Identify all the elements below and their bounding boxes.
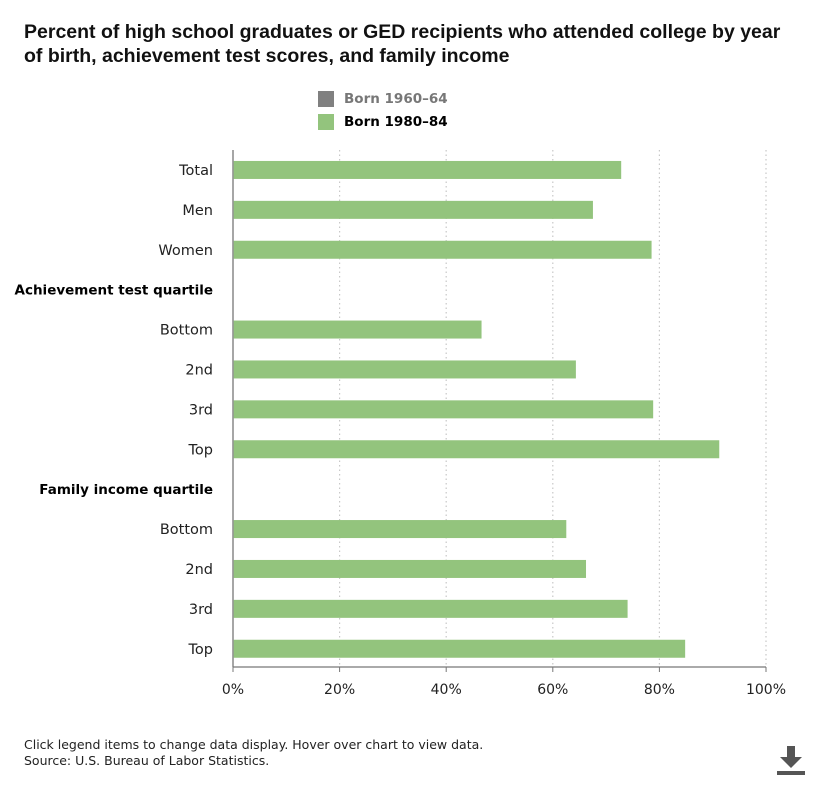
category-label: Top — [188, 442, 213, 458]
bar[interactable]: Men: 67.4% — [233, 200, 593, 219]
category-label: Total — [178, 163, 213, 179]
legend-label-born-1980-84: Born 1980–84 — [344, 113, 448, 130]
download-icon[interactable] — [776, 744, 806, 776]
bar[interactable]: Top: 91.1% — [233, 440, 720, 459]
legend: Born 1960–64 Born 1980–84 — [318, 89, 448, 135]
legend-label-born-1960-64: Born 1960–64 — [344, 90, 448, 107]
bar[interactable]: 2nd: 66.1% — [233, 559, 587, 578]
category-label: Bottom — [160, 323, 213, 339]
x-tick-label: 80% — [644, 682, 675, 698]
category-label: Men — [182, 203, 213, 219]
bar[interactable]: 2nd: 64.2% — [233, 360, 576, 379]
category-header: Family income quartile — [39, 482, 213, 498]
footer-note: Click legend items to change data displa… — [24, 737, 484, 752]
category-label: 2nd — [185, 562, 213, 578]
x-tick-label: 0% — [222, 682, 244, 698]
category-label: Bottom — [160, 522, 213, 538]
x-tick-label: 60% — [537, 682, 568, 698]
bar[interactable]: Total: 72.7% — [233, 160, 622, 179]
bar[interactable]: Women: 78.4% — [233, 240, 652, 259]
category-label: 3rd — [189, 402, 213, 418]
category-label: 2nd — [185, 362, 213, 378]
category-label: Women — [158, 243, 213, 259]
legend-swatch-born-1960-64 — [318, 90, 334, 107]
legend-swatch-born-1980-84 — [318, 113, 334, 130]
footer: Click legend items to change data displa… — [24, 737, 483, 769]
bar[interactable]: Bottom: 46.5% — [233, 320, 482, 339]
bar[interactable]: 3rd: 78.7% — [233, 400, 654, 419]
category-label: 3rd — [189, 602, 213, 618]
category-label: Top — [188, 642, 213, 658]
bar[interactable]: Top: 84.7% — [233, 639, 686, 658]
chart-title: Percent of high school graduates or GED … — [24, 21, 781, 67]
footer-source: Source: U.S. Bureau of Labor Statistics. — [24, 753, 270, 768]
bar[interactable]: 3rd: 73.9% — [233, 599, 628, 618]
bar[interactable]: Bottom: 62.4% — [233, 520, 567, 539]
x-tick-label: 40% — [431, 682, 462, 698]
x-tick-label: 20% — [324, 682, 355, 698]
legend-item-born-1980-84[interactable]: Born 1980–84 — [318, 112, 448, 131]
legend-item-born-1960-64[interactable]: Born 1960–64 — [318, 89, 448, 108]
category-header: Achievement test quartile — [15, 283, 214, 299]
x-tick-label: 100% — [746, 682, 786, 698]
